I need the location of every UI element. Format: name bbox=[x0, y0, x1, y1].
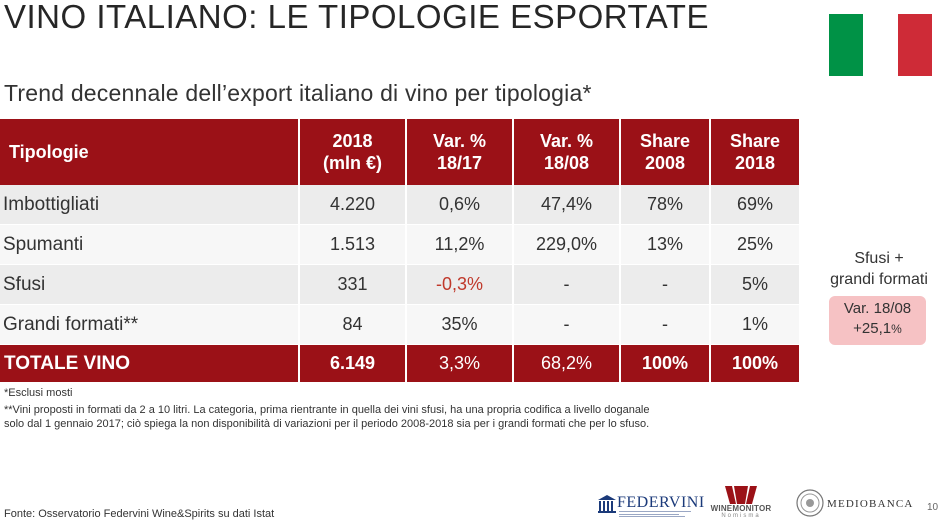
cell-var-18-17: 35% bbox=[407, 305, 514, 345]
table-row: Grandi formati** 84 35% - - 1% bbox=[0, 305, 799, 345]
header-var-18-08: Var. % 18/08 bbox=[514, 119, 621, 185]
row-label: Sfusi bbox=[0, 265, 300, 305]
mediobanca-seal-icon bbox=[796, 489, 824, 517]
total-value-2018: 6.149 bbox=[300, 345, 407, 383]
table-header-row: Tipologie 2018 (mln €) Var. % 18/17 Var. %… bbox=[0, 119, 799, 185]
footnote-2: **Vini proposti in formati da 2 a 10 lit… bbox=[4, 404, 650, 430]
table-row: Spumanti 1.513 11,2% 229,0% 13% 25% bbox=[0, 225, 799, 265]
total-var-18-17: 3,3% bbox=[407, 345, 514, 383]
side-note-var-unit: % bbox=[891, 322, 902, 336]
side-note-var-value: +25,1 bbox=[853, 320, 892, 337]
cell-share-2018: 1% bbox=[711, 305, 799, 345]
winemonitor-logo: WINEMONITOR Nomisma bbox=[708, 486, 774, 520]
cell-value-2018: 4.220 bbox=[300, 185, 407, 225]
total-share-2008: 100% bbox=[621, 345, 711, 383]
page-number: 10 bbox=[927, 502, 939, 513]
header-share-2018: Share 2018 bbox=[711, 119, 799, 185]
cell-value-2018: 331 bbox=[300, 265, 407, 305]
cell-var-18-17: 0,6% bbox=[407, 185, 514, 225]
winemonitor-logo-subtext: Nomisma bbox=[721, 513, 761, 519]
table-row: Sfusi 331 -0,3% - - 5% bbox=[0, 265, 799, 305]
total-var-18-08: 68,2% bbox=[514, 345, 621, 383]
cell-share-2018: 25% bbox=[711, 225, 799, 265]
side-note-label: Sfusi + grandi formati bbox=[830, 250, 928, 288]
cell-share-2008: 78% bbox=[621, 185, 711, 225]
cell-var-18-17-negative: -0,3% bbox=[407, 265, 514, 305]
cell-share-2018: 69% bbox=[711, 185, 799, 225]
federvini-tagline-decoration bbox=[619, 511, 691, 517]
federvini-logo: FEDERVINI bbox=[597, 492, 704, 518]
row-label: Spumanti bbox=[0, 225, 300, 265]
cell-value-2018: 1.513 bbox=[300, 225, 407, 265]
flag-white-band bbox=[863, 14, 898, 76]
slide-title: VINO ITALIANO: LE TIPOLOGIE ESPORTATE bbox=[4, 0, 709, 35]
header-share-2008: Share 2008 bbox=[621, 119, 711, 185]
table-row: Imbottigliati 4.220 0,6% 47,4% 78% 69% bbox=[0, 185, 799, 225]
total-share-2018: 100% bbox=[711, 345, 799, 383]
footnote-1: *Esclusi mosti bbox=[4, 387, 73, 399]
header-tipologie: Tipologie bbox=[0, 119, 300, 185]
federvini-logo-text: FEDERVINI bbox=[617, 494, 705, 511]
export-table: Tipologie 2018 (mln €) Var. % 18/17 Var. %… bbox=[0, 119, 799, 383]
row-label: Grandi formati** bbox=[0, 305, 300, 345]
cell-share-2018: 5% bbox=[711, 265, 799, 305]
cell-var-18-08: 229,0% bbox=[514, 225, 621, 265]
federvini-building-icon bbox=[598, 495, 616, 513]
table-total-row: TOTALE VINO 6.149 3,3% 68,2% 100% 100% bbox=[0, 345, 799, 383]
cell-var-18-08: 47,4% bbox=[514, 185, 621, 225]
italian-flag bbox=[829, 14, 932, 76]
total-label: TOTALE VINO bbox=[0, 345, 300, 383]
flag-red-band bbox=[898, 14, 932, 76]
cell-var-18-17: 11,2% bbox=[407, 225, 514, 265]
cell-share-2008: - bbox=[621, 265, 711, 305]
slide-subtitle: Trend decennale dell’export italiano di … bbox=[4, 80, 592, 106]
cell-share-2008: - bbox=[621, 305, 711, 345]
source-note: Fonte: Osservatorio Federvini Wine&Spiri… bbox=[4, 508, 275, 520]
mediobanca-logo-text: MEDIOBANCA bbox=[827, 498, 914, 510]
flag-green-band bbox=[829, 14, 863, 76]
row-label: Imbottigliati bbox=[0, 185, 300, 225]
cell-value-2018: 84 bbox=[300, 305, 407, 345]
winemonitor-logo-text: WINEMONITOR bbox=[710, 504, 772, 513]
cell-var-18-08: - bbox=[514, 305, 621, 345]
side-note-var-box: Var. 18/08 +25,1% bbox=[829, 296, 926, 345]
winemonitor-mark-icon bbox=[725, 486, 757, 504]
cell-share-2008: 13% bbox=[621, 225, 711, 265]
side-note-var-label: Var. 18/08 bbox=[843, 300, 912, 317]
header-var-18-17: Var. % 18/17 bbox=[407, 119, 514, 185]
mediobanca-logo: MEDIOBANCA bbox=[796, 489, 912, 519]
cell-var-18-08: - bbox=[514, 265, 621, 305]
header-2018-value: 2018 (mln €) bbox=[300, 119, 407, 185]
